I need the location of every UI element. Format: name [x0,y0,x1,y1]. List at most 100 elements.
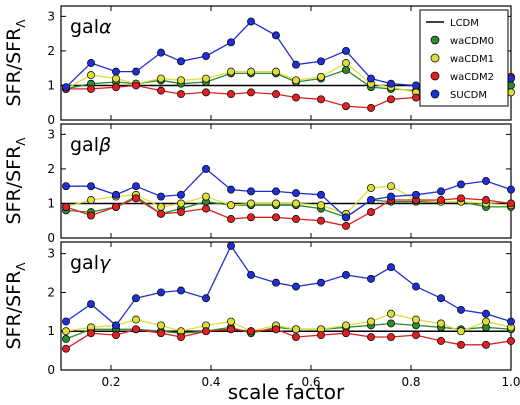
panel-frame [60,123,512,239]
panel-frame [60,241,512,371]
data-point-waCDM0 [62,335,70,343]
y-axis-title-main: SFR/SFR [3,146,25,225]
data-point-waCDM1 [387,309,395,318]
y-axis-title-sub: Λ [14,19,28,28]
data-point-waCDM2 [177,333,185,341]
x-tick-label: 0.4 [201,375,220,389]
data-point-SUCDM [457,305,465,314]
data-point-waCDM2 [87,329,95,338]
data-point-waCDM2 [62,344,70,353]
data-point-SUCDM [367,274,375,283]
series-line-waCDM2 [65,328,512,350]
data-point-SUCDM [367,74,375,83]
panel-label-greek: β [98,134,111,156]
data-point-waCDM2 [87,84,95,93]
y-tick-label: 3 [47,9,55,23]
panel-β: 0 1 2 3 galβ SFR/SFRΛ [3,123,515,245]
panel-label: galα [70,16,112,38]
data-point-waCDM1 [292,76,300,85]
series-line-SUCDM [65,244,512,327]
data-point-SUCDM [202,52,210,61]
y-axis-title-sub: Λ [14,262,28,271]
data-point-waCDM1 [157,321,165,330]
data-point-waCDM1 [177,199,185,208]
data-point-SUCDM [227,185,235,194]
data-point-waCDM1 [112,74,120,83]
data-point-waCDM2 [317,216,325,225]
y-axis-title-main: SFR/SFR [3,28,25,107]
data-point-SUCDM [507,317,515,326]
data-point-SUCDM [247,271,255,279]
panel-label-base: gal [70,134,99,156]
y-tick-label: 3 [47,247,55,261]
data-point-waCDM2 [157,209,165,218]
data-point-SUCDM [387,192,395,201]
y-tick-label: 1 [47,196,55,210]
y-axis-title: SFR/SFRΛ [3,262,28,350]
data-point-waCDM1 [177,76,185,85]
data-point-waCDM2 [272,90,280,99]
data-point-SUCDM [457,180,465,189]
data-point-waCDM1 [367,317,375,326]
data-point-SUCDM [272,187,280,196]
data-point-SUCDM [177,57,185,66]
data-point-SUCDM [247,17,255,26]
data-point-waCDM2 [482,196,490,204]
data-point-SUCDM [227,241,235,250]
data-point-SUCDM [112,67,120,76]
data-point-waCDM2 [317,95,325,104]
data-point-waCDM2 [507,336,515,345]
x-tick-label: 0.6 [301,375,320,389]
y-tick-label: 3 [47,127,55,141]
legend: LCDM waCDM0 waCDM1 waCDM2 SUCDM [419,9,509,107]
data-point-SUCDM [62,182,70,191]
data-point-SUCDM [112,190,120,199]
data-point-waCDM2 [132,194,140,203]
data-point-waCDM1 [342,59,350,67]
x-tick-label: 1.0 [501,375,520,389]
data-point-SUCDM [177,190,185,199]
data-point-SUCDM [112,321,120,330]
data-point-SUCDM [367,196,375,204]
data-point-waCDM2 [202,88,210,97]
data-point-waCDM2 [227,215,235,223]
y-tick-label: 1 [47,324,55,338]
panel-γ: 0 1 2 3 0.2 0.4 0.6 0.8 1.0 galγ SFR/SFRΛ [3,241,520,389]
y-axis-title: SFR/SFRΛ [3,137,28,225]
legend-marker-waCDM2 [430,71,440,81]
data-point-waCDM2 [342,102,350,111]
data-point-SUCDM [482,309,490,318]
data-point-waCDM2 [157,329,165,338]
data-point-waCDM1 [292,325,300,334]
y-tick-label: 2 [47,285,55,299]
data-point-SUCDM [87,59,95,67]
y-tick-label: 0 [47,231,55,245]
data-point-waCDM1 [247,67,255,76]
data-point-SUCDM [132,294,140,303]
data-point-SUCDM [157,192,165,201]
data-point-SUCDM [317,278,325,287]
data-point-waCDM2 [157,86,165,95]
data-point-waCDM2 [62,202,70,211]
data-point-SUCDM [292,282,300,291]
data-point-waCDM0 [342,65,350,74]
data-point-waCDM2 [367,333,375,341]
data-point-SUCDM [412,282,420,291]
data-point-waCDM1 [87,196,95,204]
data-point-waCDM2 [227,90,235,99]
data-point-waCDM1 [227,317,235,326]
data-point-SUCDM [202,294,210,303]
data-point-waCDM2 [202,204,210,213]
series-line-waCDM1 [65,313,512,332]
data-point-SUCDM [482,177,490,185]
data-point-SUCDM [272,278,280,287]
data-point-SUCDM [412,190,420,199]
data-point-waCDM2 [202,327,210,336]
data-point-waCDM2 [112,331,120,340]
panel-frame [60,5,512,121]
data-point-waCDM2 [437,336,445,345]
data-point-waCDM1 [202,74,210,83]
data-point-waCDM1 [457,327,465,336]
data-point-waCDM1 [412,315,420,324]
